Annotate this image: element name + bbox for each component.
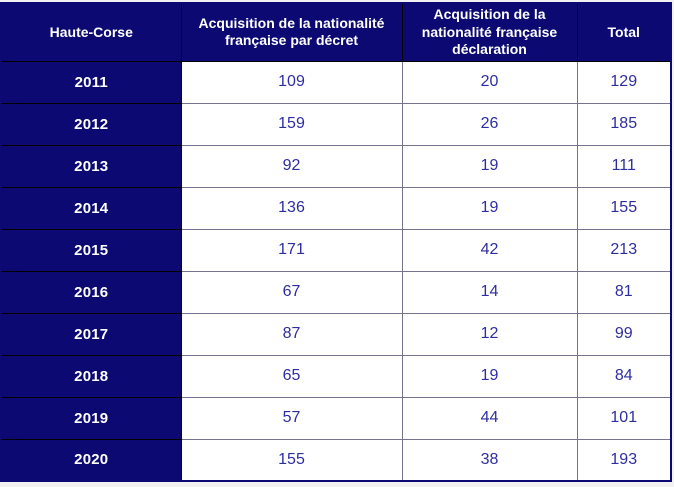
year-cell: 2015 (0, 228, 182, 272)
year-cell: 2019 (0, 396, 182, 440)
decret-value: 65 (180, 354, 403, 398)
column-header-decret: Acquisition de la nationalité française … (180, 2, 403, 62)
total-value: 84 (576, 354, 672, 398)
total-value: 81 (576, 270, 672, 314)
total-value: 155 (576, 186, 672, 230)
table-row: 2013 92 19 111 (0, 144, 672, 188)
decret-value: 155 (180, 438, 403, 482)
decret-value: 92 (180, 144, 403, 188)
decret-value: 67 (180, 270, 403, 314)
total-value: 193 (576, 438, 672, 482)
declaration-value: 26 (401, 102, 578, 146)
table-row: 2011 109 20 129 (0, 60, 672, 104)
year-cell: 2016 (0, 270, 182, 314)
declaration-value: 38 (401, 438, 578, 482)
table-row: 2019 57 44 101 (0, 396, 672, 440)
corner-header: Haute-Corse (0, 2, 182, 62)
table-row: 2015 171 42 213 (0, 228, 672, 272)
declaration-value: 42 (401, 228, 578, 272)
table-row: 2020 155 38 193 (0, 438, 672, 482)
year-cell: 2017 (0, 312, 182, 356)
table-header-row: Haute-Corse Acquisition de la nationalit… (0, 2, 672, 62)
table-row: 2016 67 14 81 (0, 270, 672, 314)
table-row: 2014 136 19 155 (0, 186, 672, 230)
declaration-value: 19 (401, 186, 578, 230)
table-row: 2017 87 12 99 (0, 312, 672, 356)
year-cell: 2014 (0, 186, 182, 230)
total-value: 129 (576, 60, 672, 104)
declaration-value: 12 (401, 312, 578, 356)
decret-value: 87 (180, 312, 403, 356)
decret-value: 57 (180, 396, 403, 440)
decret-value: 109 (180, 60, 403, 104)
year-cell: 2012 (0, 102, 182, 146)
declaration-value: 44 (401, 396, 578, 440)
year-cell: 2011 (0, 60, 182, 104)
decret-value: 171 (180, 228, 403, 272)
declaration-value: 19 (401, 144, 578, 188)
total-value: 111 (576, 144, 672, 188)
declaration-value: 20 (401, 60, 578, 104)
total-value: 99 (576, 312, 672, 356)
year-cell: 2013 (0, 144, 182, 188)
year-cell: 2020 (0, 438, 182, 482)
table-row: 2012 159 26 185 (0, 102, 672, 146)
declaration-value: 14 (401, 270, 578, 314)
table-row: 2018 65 19 84 (0, 354, 672, 398)
column-header-declaration: Acquisition de la nationalité française … (401, 2, 578, 62)
total-value: 185 (576, 102, 672, 146)
decret-value: 136 (180, 186, 403, 230)
decret-value: 159 (180, 102, 403, 146)
total-value: 213 (576, 228, 672, 272)
declaration-value: 19 (401, 354, 578, 398)
year-cell: 2018 (0, 354, 182, 398)
total-value: 101 (576, 396, 672, 440)
column-header-total: Total (576, 2, 672, 62)
